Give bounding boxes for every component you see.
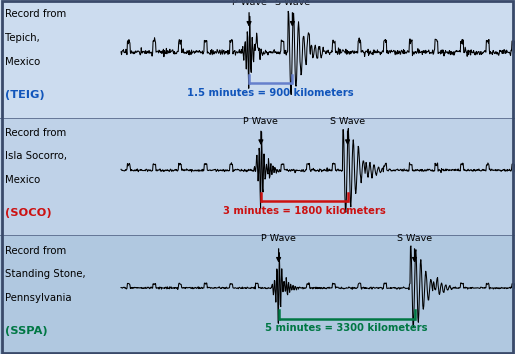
Text: S Wave: S Wave (330, 116, 365, 144)
Text: P Wave: P Wave (244, 116, 278, 144)
Text: 5 minutes = 3300 kilometers: 5 minutes = 3300 kilometers (265, 323, 428, 333)
Text: Isla Socorro,: Isla Socorro, (5, 152, 67, 161)
Text: P Wave: P Wave (261, 234, 296, 261)
Text: Mexico: Mexico (5, 57, 40, 67)
Text: Record from: Record from (5, 10, 66, 19)
Text: Record from: Record from (5, 246, 66, 256)
Text: (SOCO): (SOCO) (5, 208, 52, 218)
Text: 1.5 minutes = 900 kilometers: 1.5 minutes = 900 kilometers (187, 88, 354, 98)
Text: Pennsylvania: Pennsylvania (5, 293, 72, 303)
Text: P Wave: P Wave (232, 0, 266, 25)
Text: S Wave: S Wave (397, 234, 432, 261)
Text: S Wave: S Wave (275, 0, 310, 25)
Text: 3 minutes = 1800 kilometers: 3 minutes = 1800 kilometers (223, 206, 386, 216)
Text: Tepich,: Tepich, (5, 33, 40, 43)
Text: Record from: Record from (5, 128, 66, 138)
Text: (SSPA): (SSPA) (5, 326, 48, 336)
Text: (TEIG): (TEIG) (5, 90, 45, 100)
Text: Mexico: Mexico (5, 175, 40, 185)
Text: Standing Stone,: Standing Stone, (5, 269, 86, 279)
